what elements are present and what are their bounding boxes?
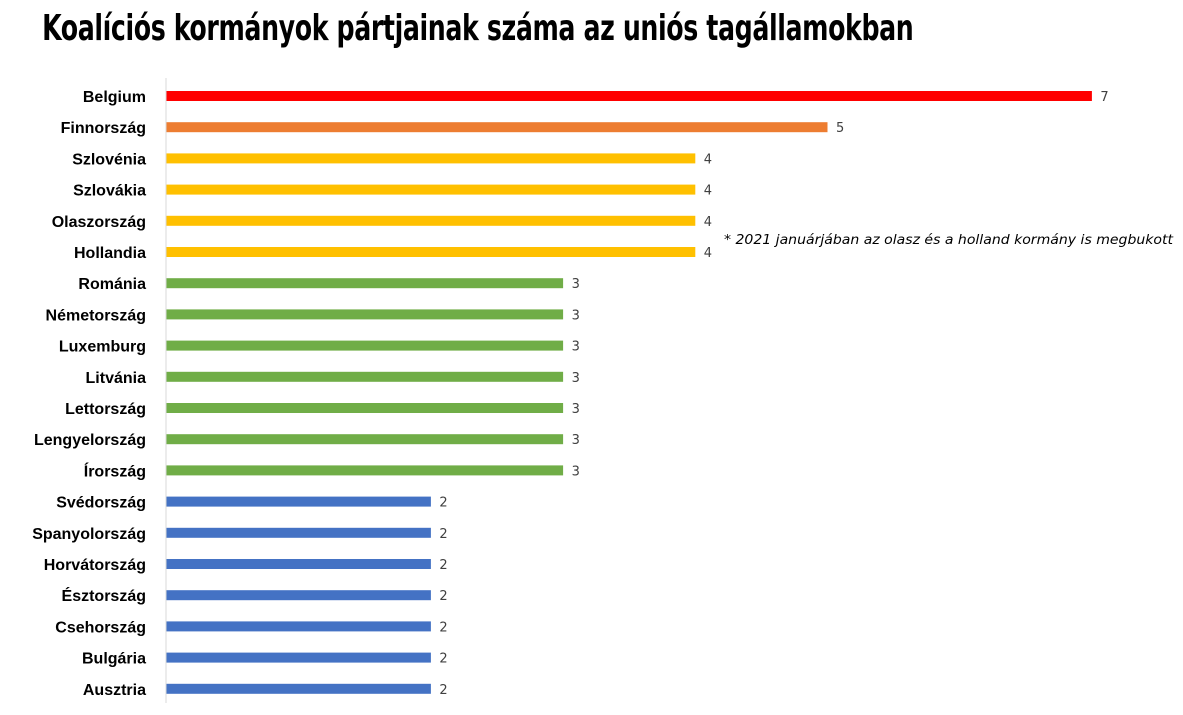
category-label: Litvánia [86, 370, 147, 387]
data-labels: 7 5 4 4 4 4 3 3 3 3 3 3 3 2 2 2 2 2 2 2 [439, 90, 1108, 698]
category-label: Hollandia [74, 245, 146, 262]
category-labels: Belgium Finnország Szlovénia Szlovákia Olasz… [32, 89, 146, 699]
category-label: Szlovákia [73, 183, 146, 200]
category-label: Csehország [55, 619, 146, 636]
category-label: Olaszország [52, 214, 146, 231]
data-label: 2 [439, 620, 447, 635]
data-label: 2 [439, 589, 447, 604]
category-label: Lettország [65, 401, 146, 418]
data-label: 4 [704, 215, 712, 230]
data-label: 4 [704, 152, 712, 167]
chart-title: Koalíciós kormányok pártjainak száma az … [42, 8, 914, 49]
data-label: 2 [439, 652, 447, 667]
annotation-note: * 2021 januárjában az olasz és a holland… [724, 233, 1174, 248]
bar [166, 434, 564, 445]
category-label: Ausztria [83, 682, 146, 699]
data-label: 4 [704, 246, 712, 261]
bar [166, 403, 564, 413]
data-label: 2 [439, 558, 447, 573]
data-label: 2 [439, 683, 447, 698]
bar [166, 122, 828, 133]
bar [166, 278, 564, 289]
category-label: Horvátország [44, 557, 146, 574]
bar [166, 340, 564, 351]
bar [166, 465, 564, 476]
data-label: 3 [572, 371, 580, 386]
data-label: 5 [836, 121, 844, 136]
category-label: Írország [84, 461, 146, 480]
category-label: Svédország [56, 495, 146, 512]
category-label: Luxemburg [59, 339, 146, 356]
bar [166, 559, 431, 569]
bar [166, 527, 431, 538]
bar [166, 371, 564, 382]
bar [166, 309, 564, 320]
data-label: 3 [572, 464, 580, 479]
data-label: 3 [572, 433, 580, 448]
data-label: 3 [572, 308, 580, 323]
category-label: Szlovénia [72, 151, 146, 168]
bar [166, 590, 431, 601]
bar [166, 683, 431, 694]
bar [166, 91, 1092, 101]
category-label: Lengyelország [34, 432, 146, 449]
category-label: Spanyolország [32, 526, 146, 543]
data-label: 3 [572, 277, 580, 292]
bar [166, 215, 696, 226]
category-label: Bulgária [82, 651, 146, 668]
data-label: 3 [572, 340, 580, 355]
data-label: 3 [572, 402, 580, 417]
data-label: 2 [439, 527, 447, 542]
bar [166, 153, 696, 164]
category-label: Németország [46, 307, 146, 324]
data-label: 2 [439, 496, 447, 511]
bar [166, 496, 431, 507]
bar [166, 621, 431, 632]
category-label: Észtország [62, 586, 146, 605]
bar [166, 184, 696, 195]
bar [166, 247, 696, 257]
data-label: 4 [704, 184, 712, 199]
bar [166, 652, 431, 663]
category-label: Románia [78, 276, 146, 293]
category-label: Finnország [61, 120, 146, 137]
category-label: Belgium [83, 89, 146, 106]
data-label: 7 [1100, 90, 1108, 105]
bars [166, 91, 1092, 694]
